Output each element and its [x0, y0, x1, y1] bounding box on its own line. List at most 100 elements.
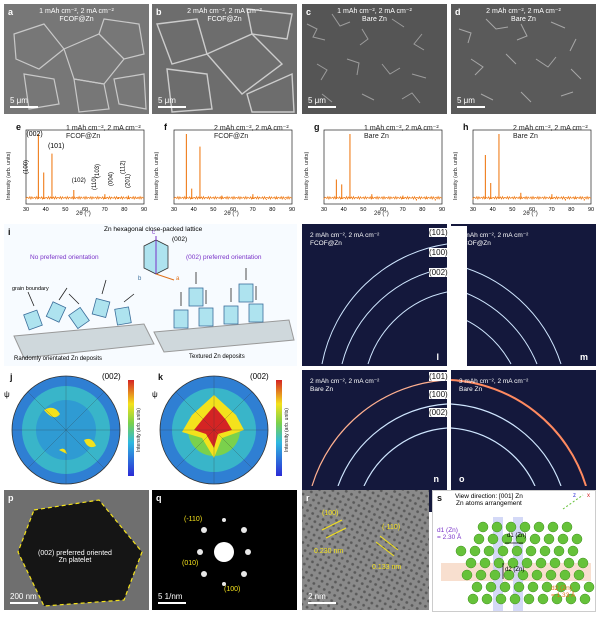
xrd-peak-label: (103): [95, 164, 101, 178]
xrd-tick-label: 60: [529, 207, 535, 213]
xrd-tick-label: 80: [568, 207, 574, 213]
pole-plot-k: [159, 375, 282, 485]
zn-atom: [497, 545, 509, 557]
panel-label-xrd: e: [16, 122, 22, 132]
zn-atom: [491, 521, 503, 533]
zn-atom: [501, 533, 513, 545]
xrd-plot: 30 40 50 60 70 80 90: [321, 129, 445, 213]
xrd-tick-label: 80: [121, 207, 127, 213]
zn-atom: [547, 521, 559, 533]
atoms-title: View direction: [001] Zn Zn atoms arrang…: [455, 493, 523, 507]
xrd-peak-label: (004): [108, 172, 114, 186]
zn-atom: [525, 545, 537, 557]
xrd-tick-label: 80: [419, 207, 425, 213]
tem-panel-p: p (002) preferred oriented Zn platelet 2…: [4, 490, 149, 610]
saed-spot-100: (100): [224, 586, 241, 593]
atoms-drawing: [441, 494, 595, 611]
panel-label-l: l: [436, 352, 439, 362]
xrd-tick-label: 40: [191, 207, 197, 213]
xrd-frame: [173, 129, 293, 205]
zn-atom: [489, 569, 501, 581]
zn-atom: [503, 569, 515, 581]
zn-atom: [455, 545, 467, 557]
ring-caption-n: 2 mAh cm⁻², 2 mA cm⁻² Bare Zn: [310, 378, 380, 393]
axis-c-label: c: [152, 230, 155, 236]
ring-hkl-100-b: (100): [429, 390, 448, 399]
grain-boundary-label: grain boundary: [12, 286, 49, 292]
pole-plot-j: [11, 375, 134, 485]
panel-label-b: b: [156, 7, 162, 17]
panel-label-q: q: [156, 493, 162, 503]
xrd-panel-g: 30 40 50 60 70 80 90 g 1 mAh cm⁻², 2 mA cm⁻² Bar…: [302, 122, 447, 218]
panel-label-d: d: [455, 7, 461, 17]
sem-texture-a: [4, 4, 149, 114]
axis-z-label: z: [573, 493, 576, 499]
zn-atom: [477, 521, 489, 533]
panel-label-n: n: [433, 474, 440, 484]
xrd-ylabel: Intensity (arb. units): [304, 151, 310, 200]
zn-atom: [495, 593, 507, 605]
zn-atom: [539, 545, 551, 557]
zn-atom: [471, 581, 483, 593]
ring-caption-m: 3 mAh cm⁻², 2 mA cm⁻² FCOF@Zn: [459, 232, 529, 247]
atoms-panel-s: s View direction: [001] Zn Zn atoms arra…: [432, 490, 596, 612]
ring-hkl-101-b: (101): [429, 372, 448, 381]
scale-bar-a: 5 μm: [10, 96, 38, 108]
xrd-plot: 30 40 50 60 70 80 90: [470, 129, 594, 213]
zn-atom: [513, 581, 525, 593]
zn-atom: [485, 581, 497, 593]
zn-atom: [465, 557, 477, 569]
d1-legend: d1 (Zn) = 2.30 Å: [437, 527, 462, 541]
ring-arcs-n: [311, 379, 447, 487]
zn-atom: [541, 581, 553, 593]
xrd-xlabel: 2θ (°): [224, 211, 239, 217]
xrd-baseline: [323, 195, 443, 201]
xrd-tick-label: 30: [23, 207, 29, 213]
zn-atom: [467, 593, 479, 605]
pole-hkl-j: (002): [102, 372, 121, 381]
xrd-caption: 2 mAh cm⁻², 2 mA cm⁻² FCOF@Zn: [214, 125, 289, 140]
xrd-tick-label: 30: [171, 207, 177, 213]
ring-arcs-o: [451, 379, 587, 487]
zn-atom: [579, 593, 591, 605]
ring-caption-o: 3 mAh cm⁻², 2 mA cm⁻² Bare Zn: [459, 378, 529, 393]
zn-atom: [553, 545, 565, 557]
panel-label-k: k: [158, 372, 164, 382]
xrd-tick-label: 30: [470, 207, 476, 213]
schematic-drawing: [13, 236, 295, 359]
right-bottom-label: Textured Zn deposits: [189, 354, 245, 360]
lattice-title: Zn hexagonal close-packed lattice: [104, 226, 203, 233]
d2-legend: d2 (Zn) = 1.33 Å: [551, 585, 576, 599]
xrd-tick-label: 30: [321, 207, 327, 213]
xrd-peak-label: (112): [120, 160, 126, 174]
zn-atom: [561, 521, 573, 533]
panel-label-m: m: [579, 352, 588, 362]
xrd-xlabel: 2θ (°): [76, 211, 91, 217]
psi-label-j: ψ: [4, 390, 10, 399]
xrd-peak-label: (110): [92, 176, 98, 190]
zn-atom: [515, 533, 527, 545]
panel-label-i: i: [8, 227, 11, 237]
zn-atom: [473, 533, 485, 545]
zn-atom: [505, 521, 517, 533]
xrd-tick-label: 70: [549, 207, 555, 213]
d-spacing-1: 0.230 nm: [314, 548, 344, 555]
sem-texture-b: [152, 4, 297, 114]
lattice-hkl: (002): [172, 236, 188, 243]
panel-label-xrd: f: [164, 122, 167, 132]
zn-atom: [517, 569, 529, 581]
zn-atom: [499, 581, 511, 593]
zn-atom: [551, 593, 563, 605]
panel-label-o: o: [459, 474, 465, 484]
panel-label-s: s: [437, 493, 443, 503]
ring-caption-l: 2 mAh cm⁻², 2 mA cm⁻² FCOF@Zn: [310, 232, 380, 247]
zn-atom: [567, 545, 579, 557]
zn-atom: [469, 545, 481, 557]
zn-atom: [507, 557, 519, 569]
xrd-panel-f: 30 40 50 60 70 80 90 f 2 mAh cm⁻², 2 mA cm⁻² FCO…: [152, 122, 297, 218]
zn-atom: [483, 545, 495, 557]
scale-bar-q: 5 1/nm: [158, 592, 186, 604]
pole-figure-j: j ψ (002) Intensity (arb. units): [4, 370, 149, 490]
xrd-ylabel: Intensity (arb. units): [453, 151, 459, 200]
xrd-peak-label: (101): [48, 143, 64, 150]
